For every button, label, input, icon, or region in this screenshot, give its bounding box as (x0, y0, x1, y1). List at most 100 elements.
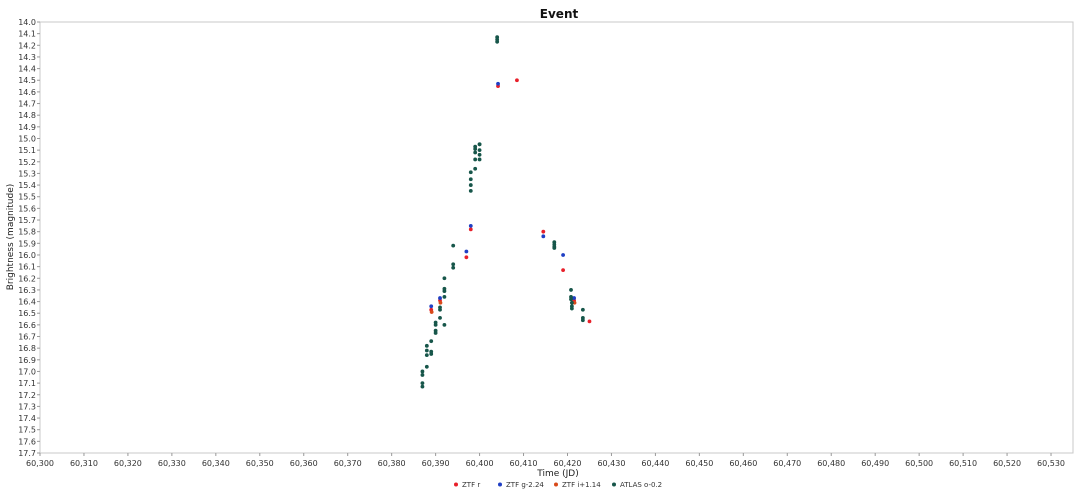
data-point (580, 318, 585, 323)
data-point (433, 322, 438, 327)
y-tick-label: 15.3 (18, 169, 36, 178)
x-tick-label: 60,300 (26, 459, 54, 468)
y-tick-label: 16.8 (18, 344, 36, 353)
data-point (464, 249, 469, 254)
y-tick-label: 16.2 (18, 274, 36, 283)
y-tick-label: 14.1 (18, 30, 36, 39)
data-point (468, 177, 473, 182)
data-point (468, 183, 473, 187)
data-point (580, 307, 585, 312)
data-point (473, 157, 478, 162)
data-point (473, 150, 478, 155)
x-tick-label: 60,310 (70, 459, 98, 468)
data-point (424, 348, 429, 353)
y-tick-label: 16.0 (18, 251, 36, 260)
data-point (468, 189, 473, 193)
y-tick-label: 14.0 (18, 18, 36, 27)
data-point (561, 268, 565, 273)
y-tick-label: 16.6 (18, 321, 36, 330)
data-point (569, 288, 573, 292)
series-1 (429, 81, 576, 309)
data-point (569, 300, 574, 305)
y-tick-label: 14.4 (18, 65, 36, 74)
x-tick-label: 60,450 (685, 459, 713, 468)
data-point (442, 289, 447, 293)
y-tick-label: 14.7 (18, 100, 36, 109)
data-point (433, 331, 438, 335)
data-point (429, 310, 434, 314)
y-tick-label: 17.4 (18, 414, 36, 423)
data-point (561, 253, 565, 257)
x-tick-label: 60,370 (334, 459, 362, 468)
data-point (464, 255, 469, 260)
data-point (587, 319, 592, 324)
y-tick-label: 16.4 (18, 298, 36, 307)
x-tick-label: 60,480 (817, 459, 845, 468)
data-point (477, 148, 482, 153)
data-point (424, 353, 429, 358)
data-point (438, 296, 442, 300)
legend-label: ZTF i+1.14 (562, 481, 601, 489)
series-3 (420, 35, 585, 389)
data-point (468, 170, 473, 175)
x-tick-label: 60,400 (466, 459, 494, 468)
data-point (429, 339, 434, 344)
data-point (496, 81, 500, 86)
data-point (468, 223, 473, 228)
x-tick-label: 60,460 (729, 459, 757, 468)
y-tick-label: 14.2 (18, 41, 36, 50)
y-tick-label: 17.6 (18, 437, 36, 446)
y-tick-label: 15.4 (18, 181, 36, 190)
legend-marker (612, 482, 616, 487)
data-point (420, 384, 425, 389)
legend-marker (498, 482, 502, 487)
x-tick-label: 60,380 (378, 459, 406, 468)
data-point (473, 147, 478, 151)
y-tick-label: 16.3 (18, 286, 36, 295)
legend-label: ZTF r (462, 481, 480, 489)
series-2 (429, 300, 577, 314)
data-point (572, 300, 577, 305)
y-tick-label: 17.0 (18, 367, 36, 376)
data-point (420, 381, 425, 386)
y-tick-label: 17.5 (18, 426, 36, 435)
data-point (477, 152, 482, 157)
data-point (424, 343, 429, 348)
data-point (451, 262, 456, 267)
data-point (495, 39, 500, 44)
x-tick-label: 60,320 (114, 459, 142, 468)
data-point (541, 234, 546, 239)
data-point (438, 307, 442, 312)
data-point (477, 142, 482, 147)
x-tick-label: 60,340 (202, 459, 230, 468)
plot-area (39, 21, 1074, 454)
y-tick-label: 15.0 (18, 134, 36, 143)
data-point (477, 157, 482, 162)
data-point (468, 227, 473, 232)
y-tick-label: 16.9 (18, 356, 36, 365)
y-tick-label: 15.6 (18, 204, 36, 213)
x-tick-label: 60,390 (422, 459, 450, 468)
y-tick-label: 16.5 (18, 309, 36, 318)
y-tick-label: 15.1 (18, 146, 36, 155)
legend-label: ATLAS o-0.2 (620, 481, 662, 489)
legend-marker (454, 482, 458, 487)
y-tick-label: 15.2 (18, 158, 36, 167)
x-tick-label: 60,420 (553, 459, 581, 468)
data-point (420, 373, 425, 377)
data-point (442, 322, 447, 327)
y-tick-label: 15.7 (18, 216, 36, 225)
data-point (451, 265, 456, 270)
data-point (438, 300, 443, 305)
x-tick-label: 60,490 (861, 459, 889, 468)
data-point (541, 229, 546, 234)
chart-title: Event (540, 7, 579, 21)
x-tick-label: 60,360 (290, 459, 318, 468)
x-tick-label: 60,470 (773, 459, 801, 468)
data-point (429, 352, 434, 356)
x-tick-label: 60,430 (597, 459, 625, 468)
legend: ZTF r ZTF g-2.24 ZTF i+1.14 ATLAS o-0.2 (454, 481, 662, 489)
y-tick-label: 15.9 (18, 239, 36, 248)
y-axis-title: Brightness (magnitude) (6, 184, 16, 291)
